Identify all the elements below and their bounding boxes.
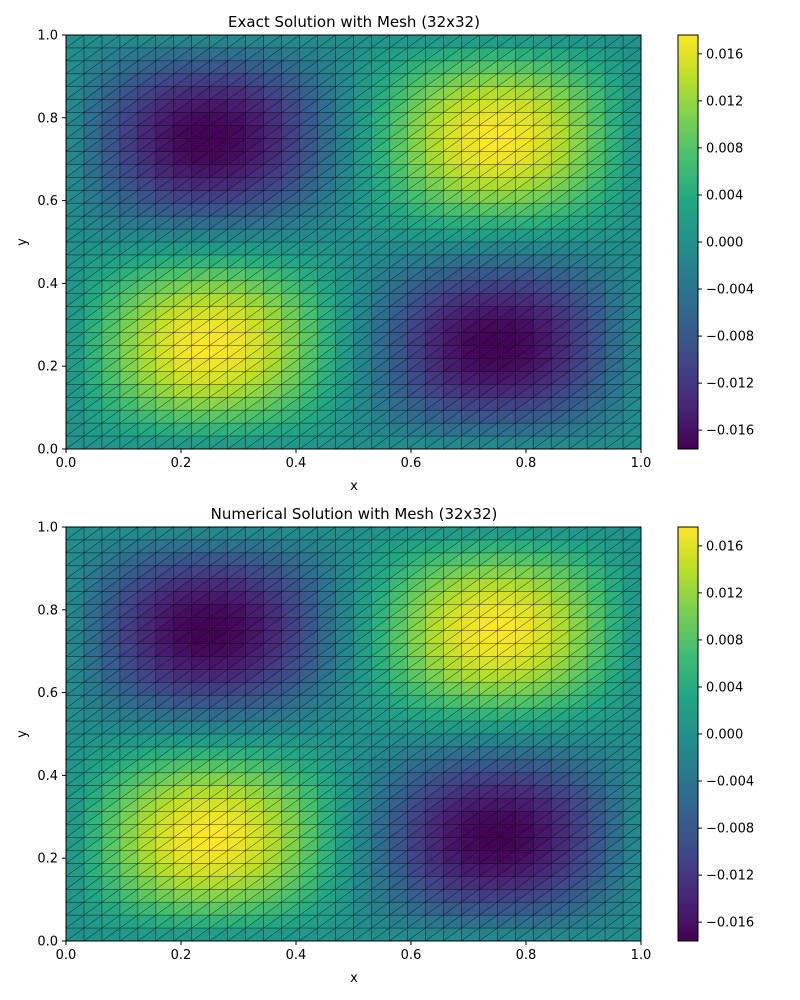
x-tick-label: 0.4: [286, 456, 307, 471]
x-tick-label: 1.0: [631, 948, 652, 963]
x-tick-label: 0.6: [401, 456, 422, 471]
plot-area: [65, 34, 642, 450]
colorbar-tick-label: 0.000: [706, 236, 743, 251]
x-tick-label: 0.4: [286, 948, 307, 963]
x-tick-label: 0.2: [171, 456, 192, 471]
y-tick-label: 0.8: [37, 603, 58, 618]
colorbar-gradient: [677, 34, 699, 450]
y-tick-label: 0.8: [37, 111, 58, 126]
x-axis-label: x: [350, 479, 358, 494]
colorbar: 0.016 0.012 0.008 0.004 0.000 −0.004 −0.008 −0.…: [677, 526, 754, 942]
y-tick-label: 0.0: [37, 935, 58, 950]
x-tick-label: 0.0: [56, 456, 77, 471]
x-tick-label: 0.2: [171, 948, 192, 963]
chart-title: Numerical Solution with Mesh (32x32): [211, 505, 498, 523]
chart-title: Exact Solution with Mesh (32x32): [228, 13, 480, 31]
colorbar-tick-label: 0.008: [706, 141, 743, 156]
x-tick-label: 0.8: [516, 948, 537, 963]
x-tick-label: 0.8: [516, 456, 537, 471]
colorbar: 0.016 0.012 0.008 0.004 0.000 −0.004 −0.008 −0.…: [677, 34, 754, 450]
colorbar-tick-label: −0.016: [706, 916, 754, 931]
x-tick-label: 1.0: [631, 456, 652, 471]
y-axis-label: y: [15, 238, 30, 246]
colorbar-tick-label: −0.012: [706, 869, 754, 884]
y-tick-label: 0.4: [37, 277, 58, 292]
x-axis: 0.0 0.2 0.4 0.6 0.8 1.0: [56, 449, 652, 471]
colorbar-gradient: [677, 526, 699, 942]
colorbar-tick-label: 0.012: [706, 586, 743, 601]
colorbar-tick-label: 0.016: [706, 539, 743, 554]
colorbar-tick-label: 0.012: [706, 94, 743, 109]
colorbar-tick-label: 0.004: [706, 188, 743, 203]
y-tick-label: 1.0: [37, 521, 58, 536]
y-axis-label: y: [15, 730, 30, 738]
colorbar-tick-label: −0.004: [706, 775, 754, 790]
plot-area: [65, 526, 642, 942]
colorbar-tick-label: 0.008: [706, 633, 743, 648]
colorbar-tick-label: −0.008: [706, 822, 754, 837]
colorbar-tick-label: −0.016: [706, 424, 754, 439]
y-axis: 0.0 0.2 0.4 0.6 0.8 1.0: [37, 29, 66, 458]
colorbar-tick-label: 0.004: [706, 680, 743, 695]
y-tick-label: 0.6: [37, 686, 58, 701]
x-axis-label: x: [350, 971, 358, 986]
y-tick-label: 0.4: [37, 769, 58, 784]
numerical-solution-panel: Numerical Solution with Mesh (32x32) 0.0…: [15, 505, 754, 986]
colorbar-tick-label: 0.000: [706, 728, 743, 743]
colorbar-tick-label: −0.008: [706, 330, 754, 345]
y-tick-label: 1.0: [37, 29, 58, 44]
colorbar-tick-label: −0.012: [706, 377, 754, 392]
exact-solution-panel: Exact Solution with Mesh (32x32) 0.0 0.2 0…: [15, 13, 754, 494]
x-tick-label: 0.0: [56, 948, 77, 963]
y-tick-label: 0.0: [37, 443, 58, 458]
colorbar-tick-label: 0.016: [706, 47, 743, 62]
y-tick-label: 0.2: [37, 360, 58, 375]
colorbar-tick-label: −0.004: [706, 283, 754, 298]
y-tick-label: 0.6: [37, 194, 58, 209]
x-tick-label: 0.6: [401, 948, 422, 963]
y-axis: 0.0 0.2 0.4 0.6 0.8 1.0: [37, 521, 66, 950]
y-tick-label: 0.2: [37, 852, 58, 867]
x-axis: 0.0 0.2 0.4 0.6 0.8 1.0: [56, 941, 652, 963]
